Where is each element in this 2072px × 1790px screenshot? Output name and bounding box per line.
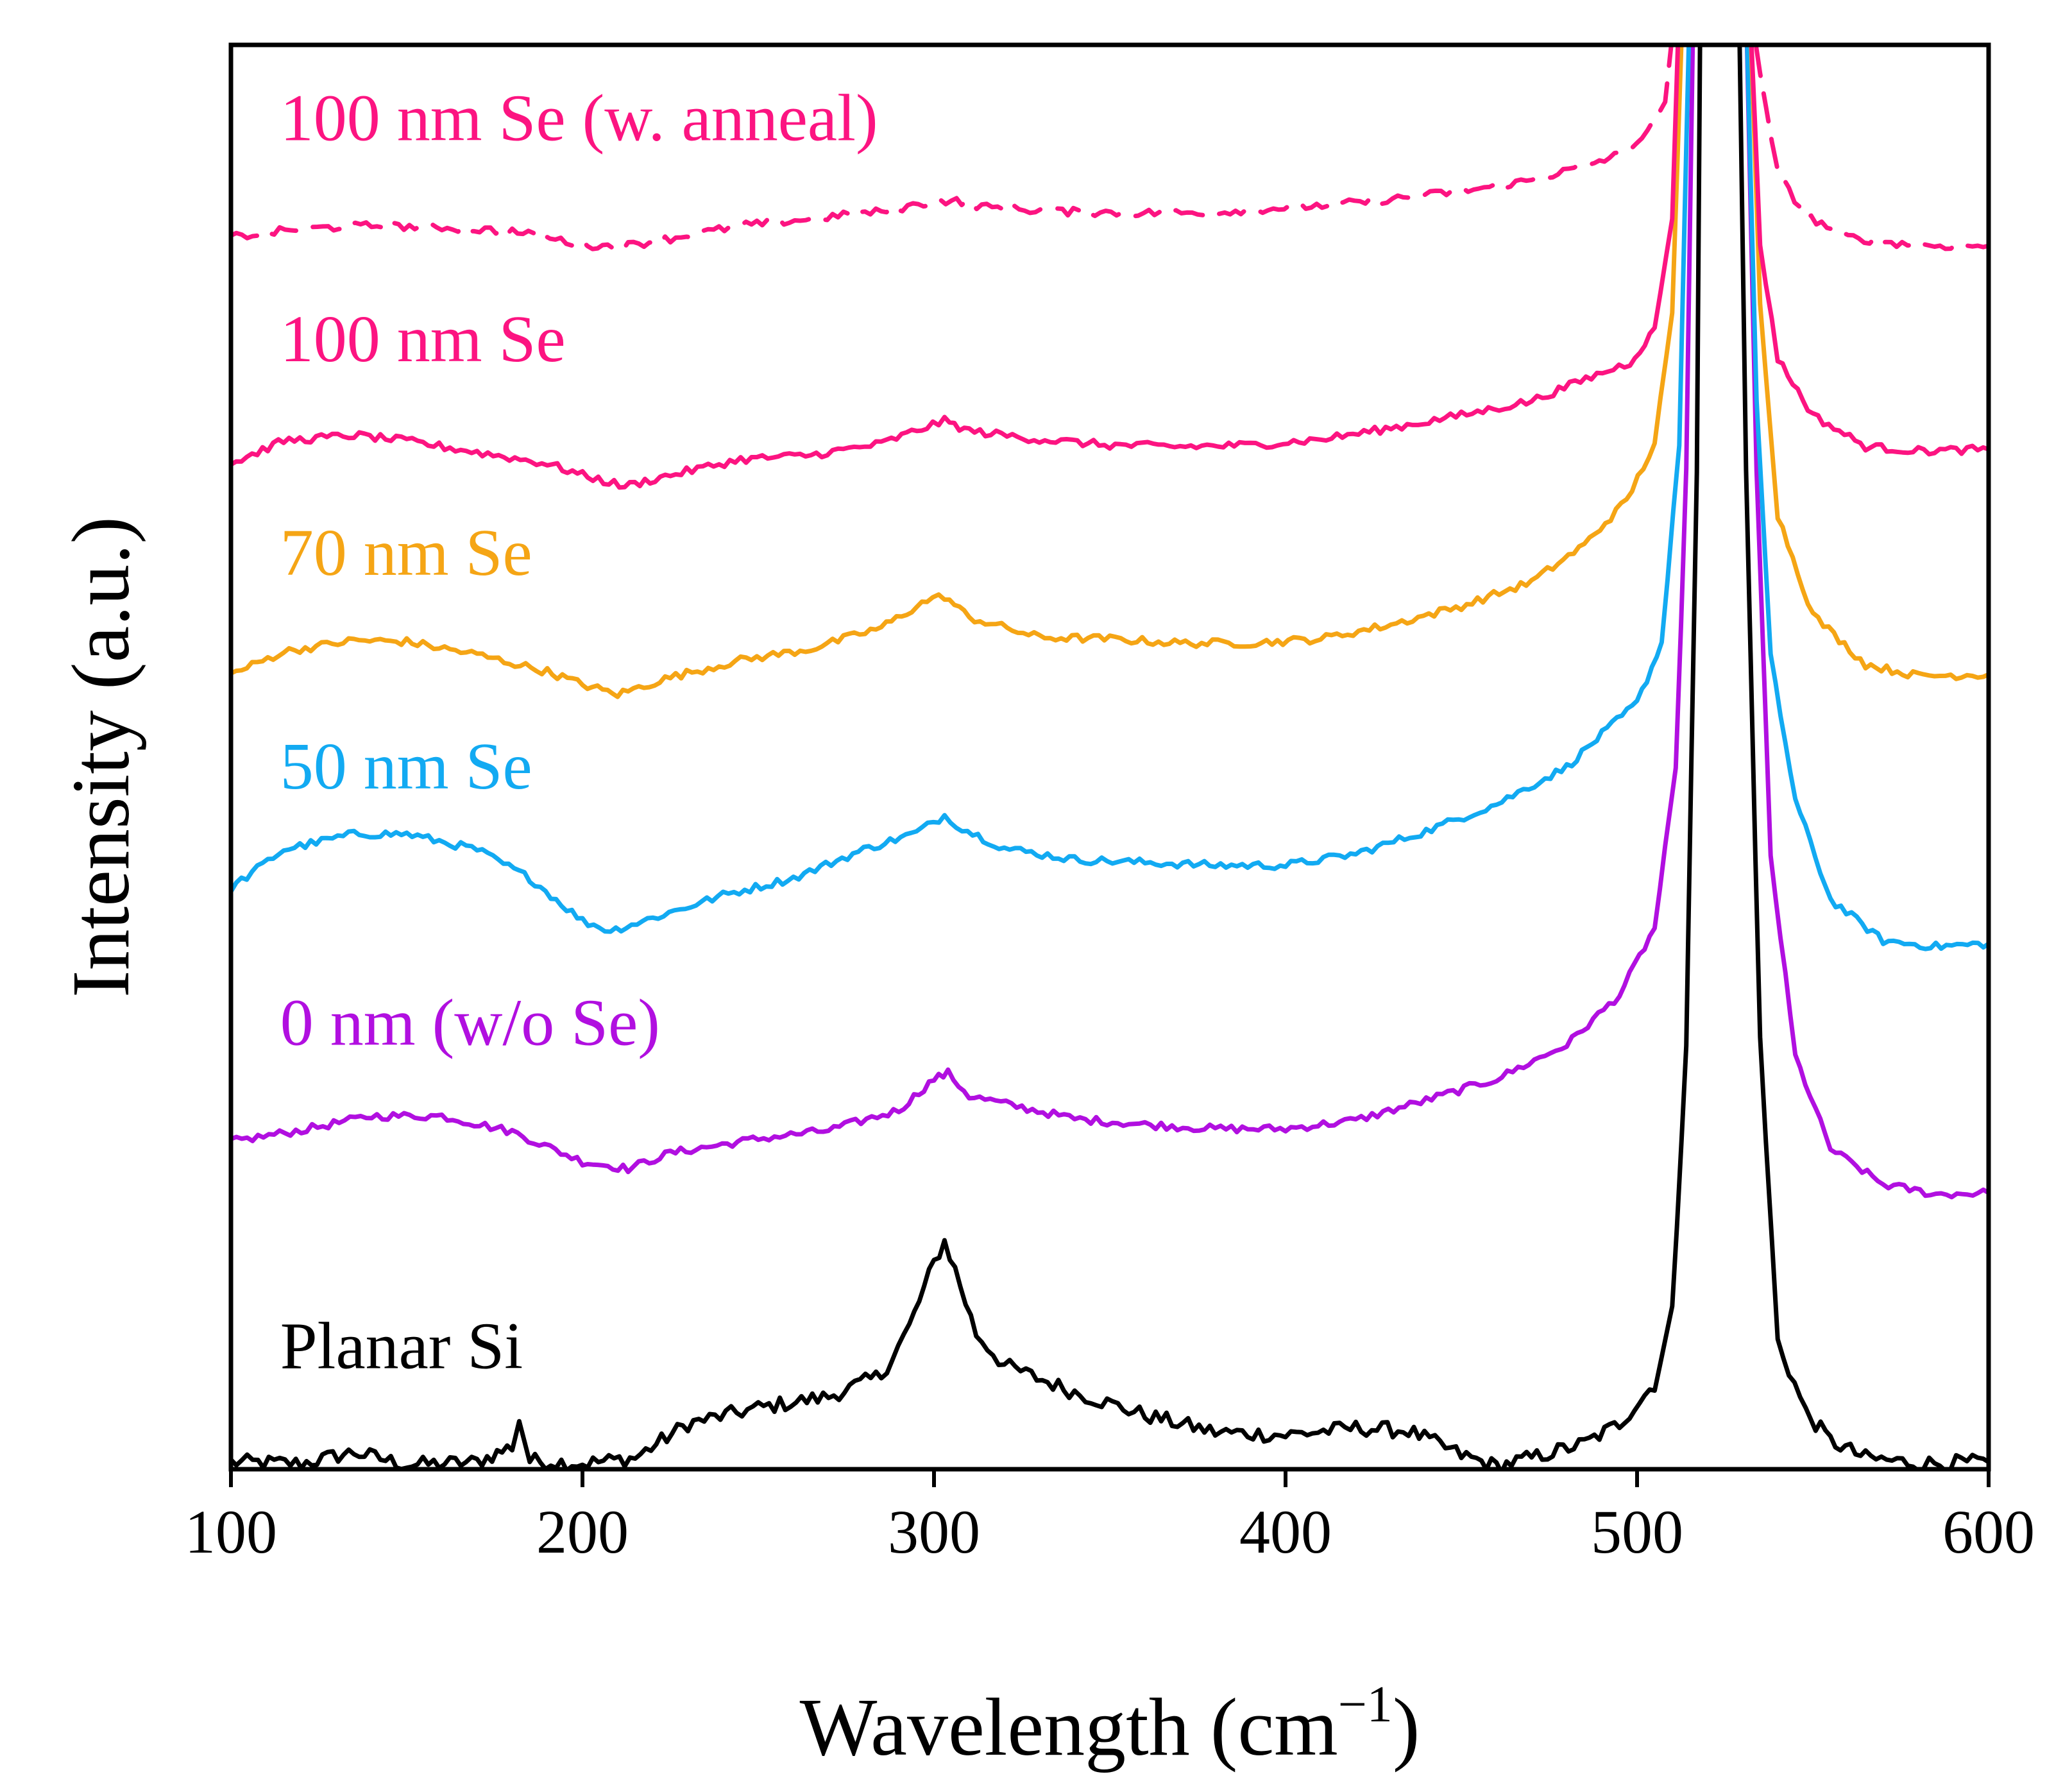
series-line-50-nm-se-left bbox=[231, 45, 1692, 934]
series-label-100-nm-se: 100 nm Se bbox=[280, 302, 566, 376]
series-label-0-nm-w-o-se: 0 nm (w/o Se) bbox=[280, 985, 660, 1059]
series-labels: 100 nm Se (w. anneal) 100 nm Se 70 nm Se 50… bbox=[280, 81, 878, 1383]
series-line-70-nm-se-right bbox=[1749, 45, 1989, 681]
x-tick-label-200: 200 bbox=[536, 1497, 629, 1566]
series-line-70-nm-se-left bbox=[231, 45, 1684, 699]
series-line-100-nm-se-right bbox=[1749, 45, 1989, 457]
x-tick-label-300: 300 bbox=[888, 1497, 980, 1566]
y-axis-title: Intensity (a.u.) bbox=[55, 516, 146, 998]
x-tick-label-600: 600 bbox=[1942, 1497, 2035, 1566]
spectra-series bbox=[231, 45, 1989, 1469]
series-label-50-nm-se: 50 nm Se bbox=[280, 729, 532, 803]
series-line-50-nm-se-right bbox=[1745, 45, 1989, 951]
x-axis-title: Wavelength (cm−1) bbox=[800, 1676, 1420, 1773]
x-tick-label-500: 500 bbox=[1591, 1497, 1683, 1566]
series-label-100-nm-se-w-anneal: 100 nm Se (w. anneal) bbox=[280, 81, 878, 155]
x-tick-label-400: 400 bbox=[1239, 1497, 1332, 1566]
series-line-0-nm-w-o-se-right bbox=[1744, 45, 1989, 1200]
x-axis-title-superscript: −1 bbox=[1338, 1676, 1393, 1733]
series-label-70-nm-se: 70 nm Se bbox=[280, 516, 532, 590]
series-line-100-nm-se-left bbox=[231, 45, 1681, 490]
series-line-100-nm-se-w-anneal-left bbox=[231, 45, 1674, 253]
series-line-0-nm-w-o-se-left bbox=[231, 45, 1695, 1175]
x-axis-ticks: 100 200 300 400 500 600 bbox=[185, 1469, 2035, 1566]
plot-frame bbox=[228, 42, 1991, 1472]
series-line-planar-si-right bbox=[1737, 45, 1989, 1469]
series-line-planar-si-left bbox=[231, 45, 1703, 1469]
series-label-planar-si: Planar Si bbox=[280, 1309, 523, 1383]
x-tick-label-100: 100 bbox=[185, 1497, 277, 1566]
series-line-100-nm-se-w-anneal-right bbox=[1753, 45, 1989, 251]
